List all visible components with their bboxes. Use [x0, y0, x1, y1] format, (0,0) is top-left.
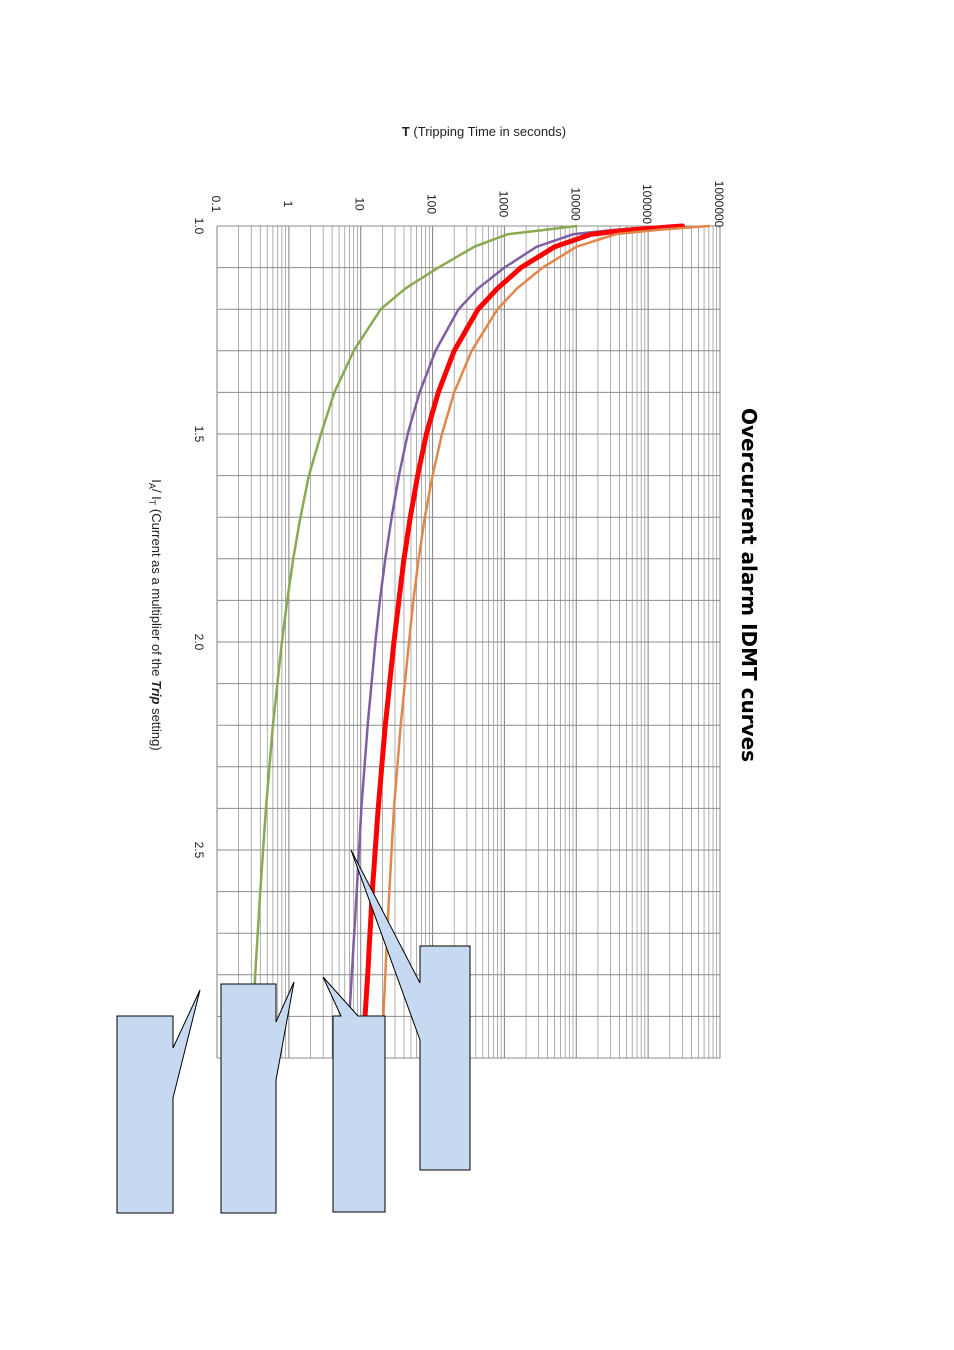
chart-ticks: 0.1 1 10 100 1000 10000 100000 1000000 1.0 1.5 2.0…	[192, 181, 726, 859]
callout-green	[116, 989, 201, 1214]
callout-orange	[350, 849, 471, 1171]
x-axis-title-mid: / I	[149, 489, 164, 500]
chart-title: Overcurrent alarm IDMT curves	[737, 408, 761, 762]
x-tick-label: 1.5	[192, 426, 206, 443]
series-line-2	[347, 224, 672, 1031]
series-line-1	[252, 224, 578, 1018]
x-tick-label: 2.5	[192, 842, 206, 859]
series-line-4	[381, 224, 711, 1039]
y-axis-title: T (Tripping Time in seconds)	[402, 124, 566, 139]
y-tick-label: 100	[425, 194, 439, 214]
y-tick-label: 10000	[568, 187, 582, 221]
chart-grid	[216, 225, 721, 1059]
x-tick-label: 2.0	[192, 634, 206, 651]
y-axis-title-bold: T	[402, 124, 410, 139]
y-tick-label: 1	[281, 201, 295, 208]
x-tick-label: 1.0	[192, 218, 206, 235]
x-axis-title-sub-a: A	[147, 483, 157, 489]
chart-series-group	[252, 223, 711, 1040]
callout-purple	[220, 981, 295, 1214]
x-axis-title-i: I	[149, 479, 164, 483]
y-tick-label: 1000	[496, 191, 510, 218]
y-tick-label: 10	[353, 197, 367, 211]
y-axis-title-rest: (Tripping Time in seconds)	[410, 124, 566, 139]
x-axis-title-trip: Trip	[149, 680, 164, 704]
series-line-3	[361, 223, 685, 1040]
x-axis-title-tail: setting)	[149, 704, 164, 750]
callout-red	[322, 976, 386, 1213]
x-axis-title-post: (Current as a multiplier of the	[149, 505, 164, 680]
callouts-group	[116, 849, 471, 1214]
x-axis-title: IA/ IT (Current as a multiplier of the T…	[147, 479, 164, 750]
y-tick-label: 0.1	[209, 196, 223, 213]
y-tick-label: 1000000	[712, 181, 726, 228]
y-tick-label: 100000	[640, 184, 654, 224]
x-axis-title-sub-t: T	[147, 500, 157, 506]
